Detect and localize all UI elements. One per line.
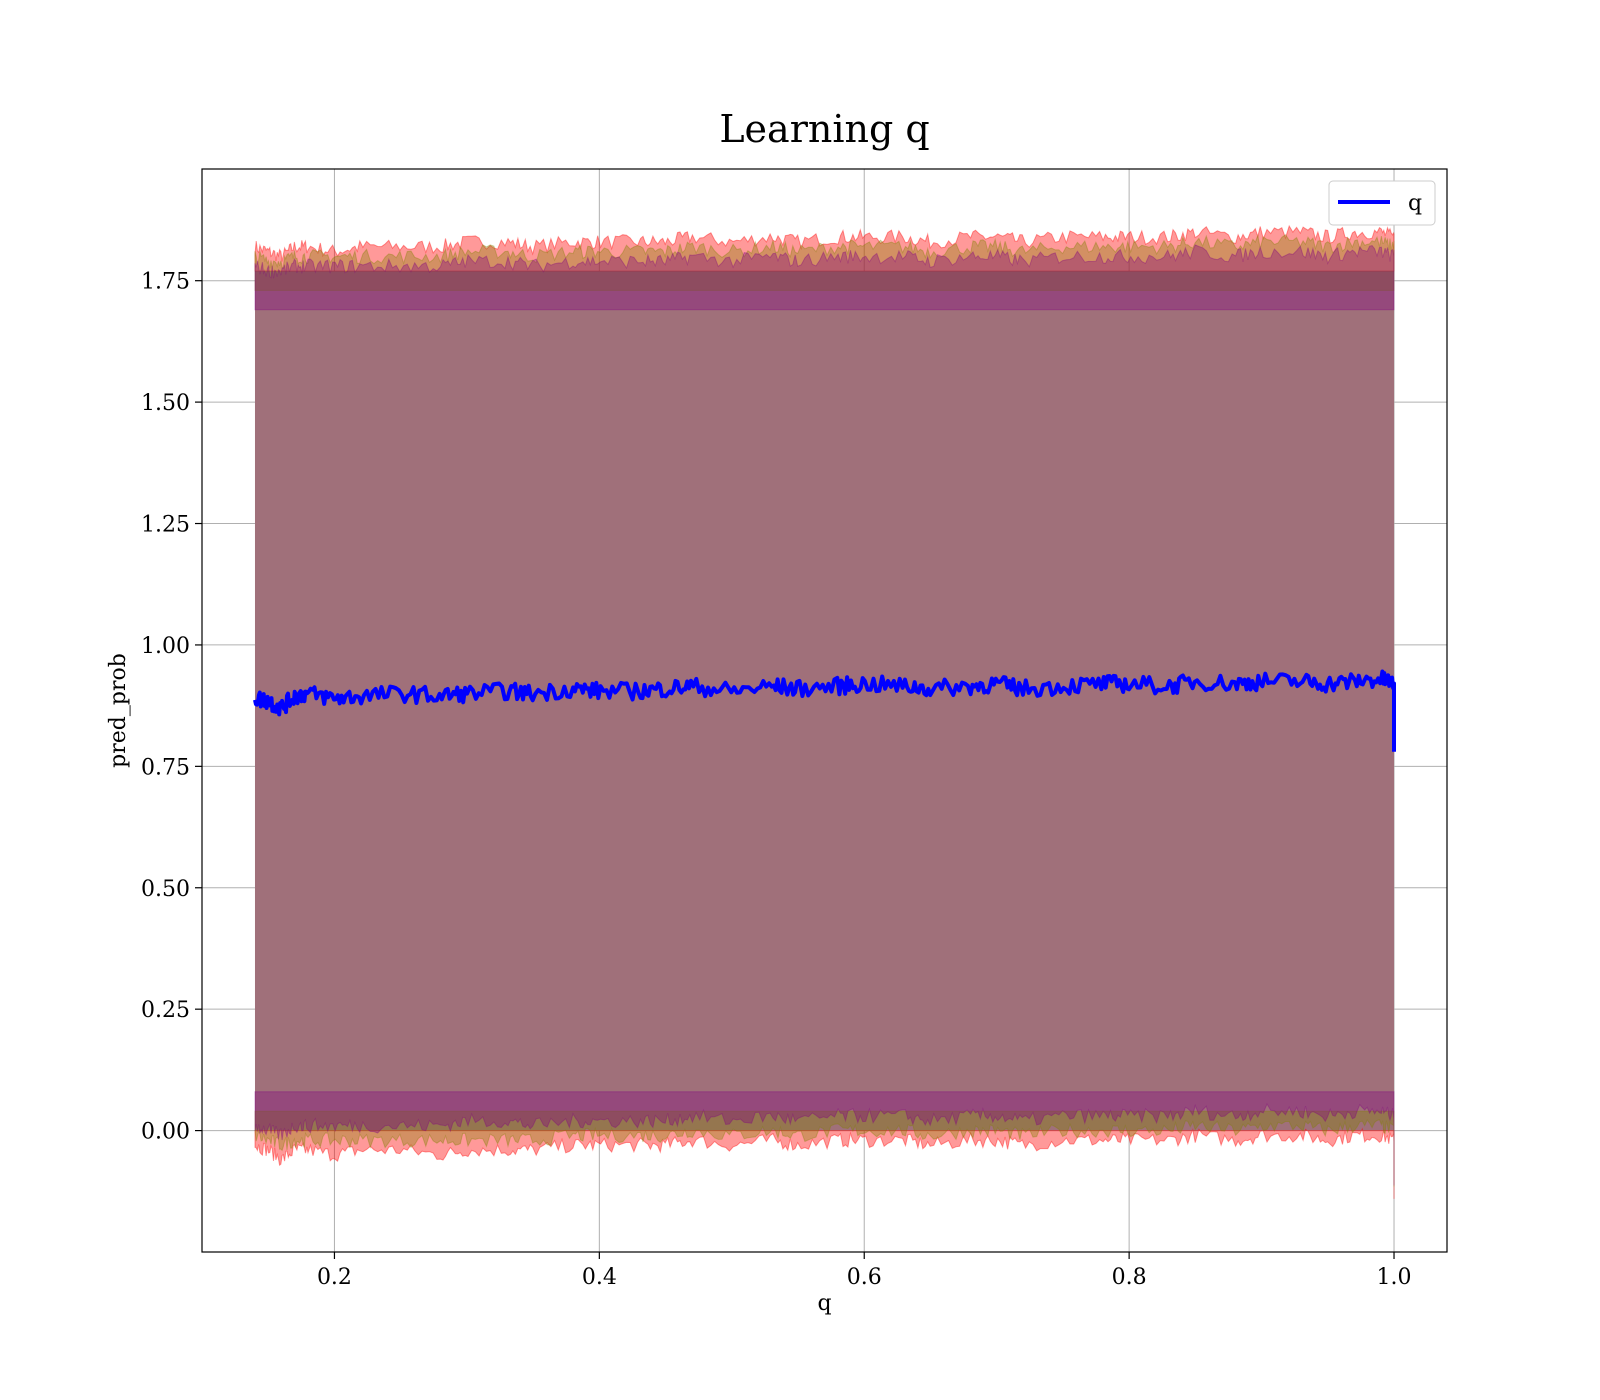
y-tick-label: 1.00: [141, 634, 190, 659]
band-upper-edge: [254, 224, 1395, 272]
y-tick-label: 1.75: [141, 270, 190, 295]
plot-frame: [201, 168, 1448, 1253]
x-tick-label: 0.6: [847, 1265, 882, 1290]
x-axis-label: q: [817, 1291, 831, 1316]
legend-label-q: q: [1408, 191, 1422, 216]
series-lines: [253, 669, 1396, 752]
band-lower-edge: [254, 1091, 1395, 1186]
y-tick-label: 0.25: [141, 998, 190, 1023]
x-tick-label: 0.2: [317, 1265, 352, 1290]
y-tick-label: 0.50: [141, 877, 190, 902]
series-line-q: [253, 669, 1396, 752]
y-tick-label: 0.75: [141, 755, 190, 780]
band-upper-edge: [254, 233, 1395, 291]
band-lower-edge: [254, 1127, 1395, 1199]
x-axis-ticks: 0.2 0.4 0.6 0.8 1.0: [317, 1252, 1412, 1290]
chart-title: Learning q: [719, 107, 929, 151]
band-lower-edge: [254, 1110, 1395, 1187]
band-upper-edge: [254, 244, 1395, 311]
base-band: [254, 270, 1395, 1131]
y-tick-label: 0.00: [141, 1120, 190, 1145]
x-tick-label: 0.8: [1112, 1265, 1147, 1290]
legend: q: [1328, 180, 1436, 226]
y-tick-label: 1.50: [141, 391, 190, 416]
x-tick-label: 1.0: [1377, 1265, 1412, 1290]
y-tick-label: 1.25: [141, 513, 190, 538]
y-axis-ticks: 0.00 0.25 0.50 0.75 1.00 1.25 1.50 1.75: [141, 270, 202, 1145]
y-axis-label: pred_prob: [106, 653, 131, 768]
x-tick-label: 0.4: [582, 1265, 617, 1290]
confidence-bands: [254, 224, 1395, 1199]
